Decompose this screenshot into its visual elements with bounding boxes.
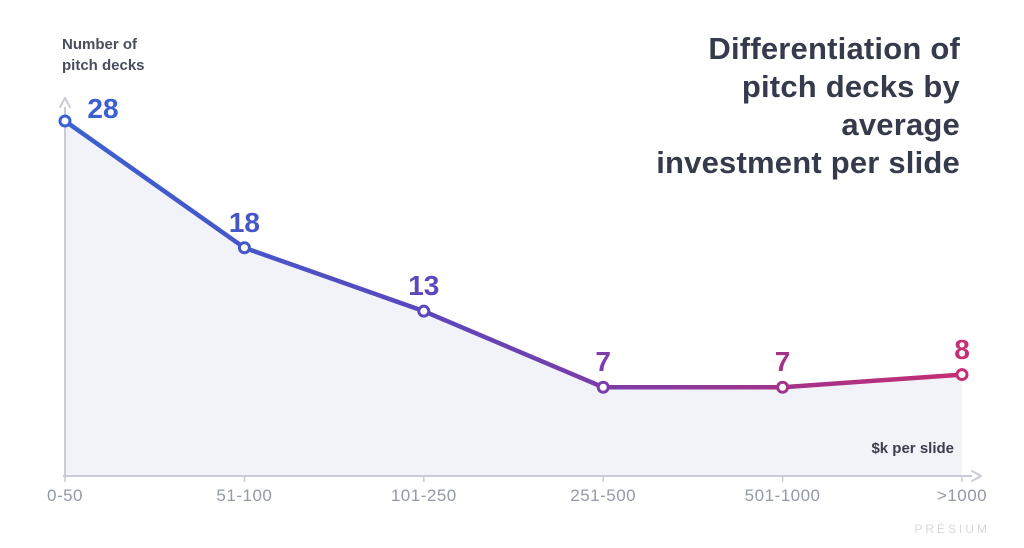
chart-title-line: average (841, 107, 960, 142)
data-line (62, 118, 965, 390)
chart-title-line: Differentiation of (708, 31, 960, 66)
data-point-marker (417, 304, 431, 318)
data-point-marker (596, 380, 610, 394)
data-point-marker (58, 114, 72, 128)
chart-title-line: pitch decks by (741, 69, 960, 104)
y-axis-title-line: Number of (62, 36, 137, 53)
x-axis-title: $k per slide (871, 440, 954, 457)
chart-title-line: investment per slide (656, 145, 960, 180)
y-axis-title-line: pitch decks (62, 57, 145, 74)
data-point-marker (776, 380, 790, 394)
watermark: PRÉSIUM (914, 522, 990, 536)
x-axis-arrow-icon (971, 470, 982, 482)
data-point-marker (237, 241, 251, 255)
chart-title: Differentiation of pitch decks by averag… (656, 30, 960, 182)
y-axis-title: Number of pitch decks (62, 34, 145, 76)
area-fill (65, 121, 962, 476)
y-axis-arrow-icon (59, 97, 71, 108)
data-point-marker (955, 368, 969, 382)
